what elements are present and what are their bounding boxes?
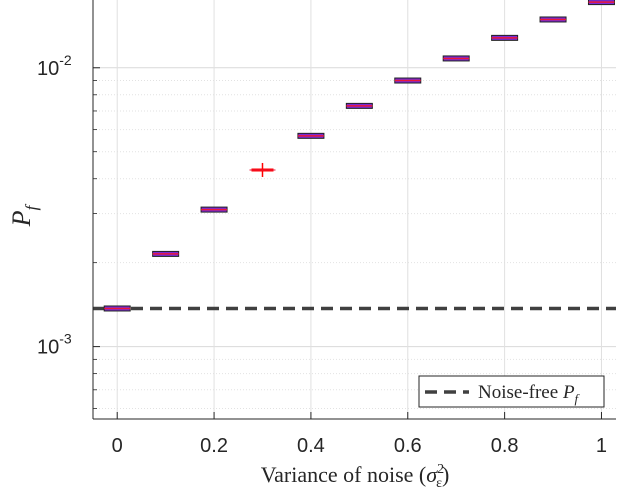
x-tick-label: 0.6	[394, 435, 422, 457]
x-tick-label: 1	[596, 435, 607, 457]
x-axis-label: Variance of noise (σ2 ε)	[261, 462, 450, 491]
legend-label: Noise-free Pf	[478, 382, 581, 406]
axes	[92, 0, 616, 420]
y-tick-label: 10-2	[37, 52, 72, 80]
legend: Noise-free Pf	[418, 375, 605, 408]
x-tick-labels: 0 0.2 0.4 0.6 0.8 1	[112, 435, 607, 457]
x-tick-label: 0	[112, 435, 123, 457]
x-tick-label: 0.2	[200, 435, 228, 457]
grid	[93, 0, 616, 419]
y-axis-label: Pf	[7, 203, 41, 227]
x-tick-label: 0.4	[297, 435, 325, 457]
boxplot-group	[103, 0, 615, 312]
y-tick-labels: 10-2 10-3	[37, 52, 72, 359]
y-tick-label: 10-3	[37, 331, 72, 359]
x-tick-label: 0.8	[491, 435, 519, 457]
